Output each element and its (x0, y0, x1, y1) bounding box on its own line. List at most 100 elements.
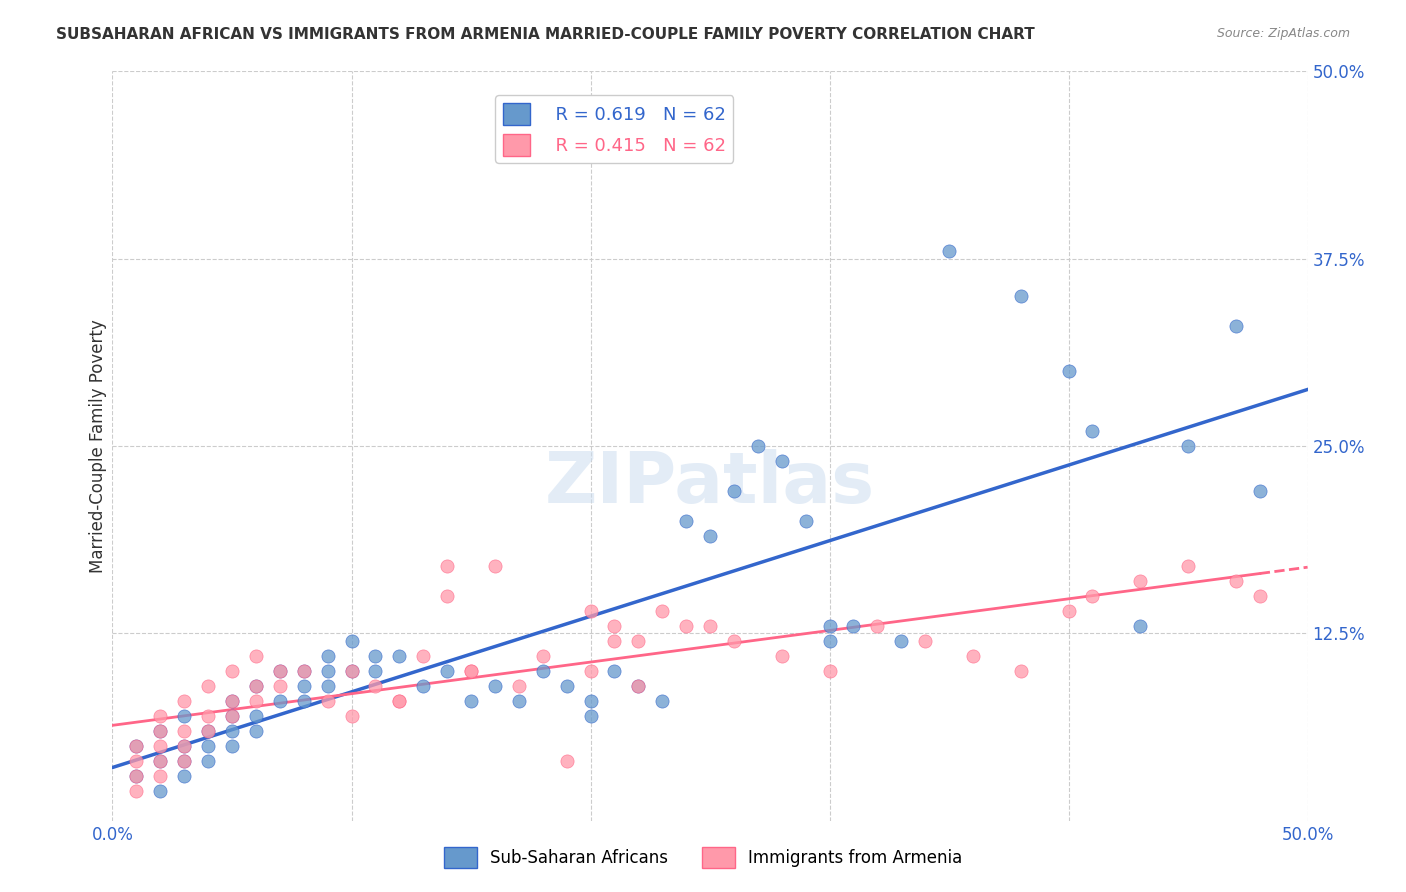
Point (149, 754, 172, 768)
Point (316, 648, 339, 663)
Point (579, 604, 602, 618)
Point (555, 754, 578, 768)
Point (197, 754, 219, 768)
Point (245, 679, 267, 693)
Point (149, 708, 172, 723)
Point (1010, 664, 1032, 678)
Point (221, 664, 243, 678)
Point (914, 633, 936, 648)
Point (340, 633, 363, 648)
Point (149, 754, 172, 768)
Point (245, 648, 267, 663)
Point (675, 514, 697, 528)
Point (579, 694, 602, 708)
Point (818, 664, 841, 678)
Point (292, 694, 315, 708)
Legend:   R = 0.619   N = 62,   R = 0.415   N = 62: R = 0.619 N = 62, R = 0.415 N = 62 (495, 95, 734, 163)
Point (723, 633, 745, 648)
Point (197, 723, 219, 738)
Point (699, 529, 721, 543)
Point (364, 664, 387, 678)
Point (579, 708, 602, 723)
Point (173, 708, 195, 723)
Point (460, 664, 482, 678)
Point (627, 633, 650, 648)
Point (269, 664, 291, 678)
Point (292, 664, 315, 678)
Point (1057, 604, 1080, 618)
Point (340, 664, 363, 678)
Point (531, 648, 554, 663)
Point (197, 739, 219, 753)
Point (436, 664, 458, 678)
Point (221, 708, 243, 723)
Point (436, 558, 458, 573)
Point (221, 694, 243, 708)
Point (412, 648, 434, 663)
Point (173, 739, 195, 753)
Point (1129, 574, 1152, 588)
Y-axis label: Married-Couple Family Poverty: Married-Couple Family Poverty (89, 319, 107, 573)
Point (125, 783, 148, 797)
Point (412, 679, 434, 693)
Point (173, 723, 195, 738)
Point (173, 754, 195, 768)
Point (1225, 319, 1247, 334)
Point (603, 619, 626, 633)
Point (675, 619, 697, 633)
Point (460, 664, 482, 678)
Point (364, 648, 387, 663)
Point (388, 694, 411, 708)
Point (1081, 589, 1104, 603)
Point (460, 694, 482, 708)
Point (818, 633, 841, 648)
Point (292, 679, 315, 693)
Point (723, 483, 745, 498)
Point (770, 454, 793, 468)
Point (197, 723, 219, 738)
Point (555, 679, 578, 693)
Point (508, 679, 530, 693)
Point (316, 664, 339, 678)
Point (651, 604, 673, 618)
Point (1249, 589, 1271, 603)
Point (938, 244, 960, 259)
Point (388, 694, 411, 708)
Text: Source: ZipAtlas.com: Source: ZipAtlas.com (1216, 27, 1350, 40)
Point (484, 558, 506, 573)
Point (770, 648, 793, 663)
Point (173, 694, 195, 708)
Point (866, 619, 889, 633)
Point (173, 754, 195, 768)
Point (269, 694, 291, 708)
Point (245, 708, 267, 723)
Point (340, 708, 363, 723)
Point (125, 739, 148, 753)
Point (603, 664, 626, 678)
Point (149, 723, 172, 738)
Point (1010, 289, 1032, 303)
Point (221, 694, 243, 708)
Point (579, 664, 602, 678)
Point (269, 679, 291, 693)
Point (699, 619, 721, 633)
Point (149, 723, 172, 738)
Point (197, 708, 219, 723)
Point (364, 679, 387, 693)
Point (747, 439, 769, 453)
Point (531, 664, 554, 678)
Point (125, 739, 148, 753)
Point (1177, 558, 1199, 573)
Point (1177, 439, 1199, 453)
Point (1057, 364, 1080, 378)
Point (173, 739, 195, 753)
Point (627, 679, 650, 693)
Point (890, 633, 912, 648)
Point (627, 679, 650, 693)
Point (245, 679, 267, 693)
Text: ZIPatlas: ZIPatlas (546, 449, 875, 518)
Point (125, 754, 148, 768)
Point (1081, 424, 1104, 438)
Point (221, 739, 243, 753)
Point (484, 679, 506, 693)
